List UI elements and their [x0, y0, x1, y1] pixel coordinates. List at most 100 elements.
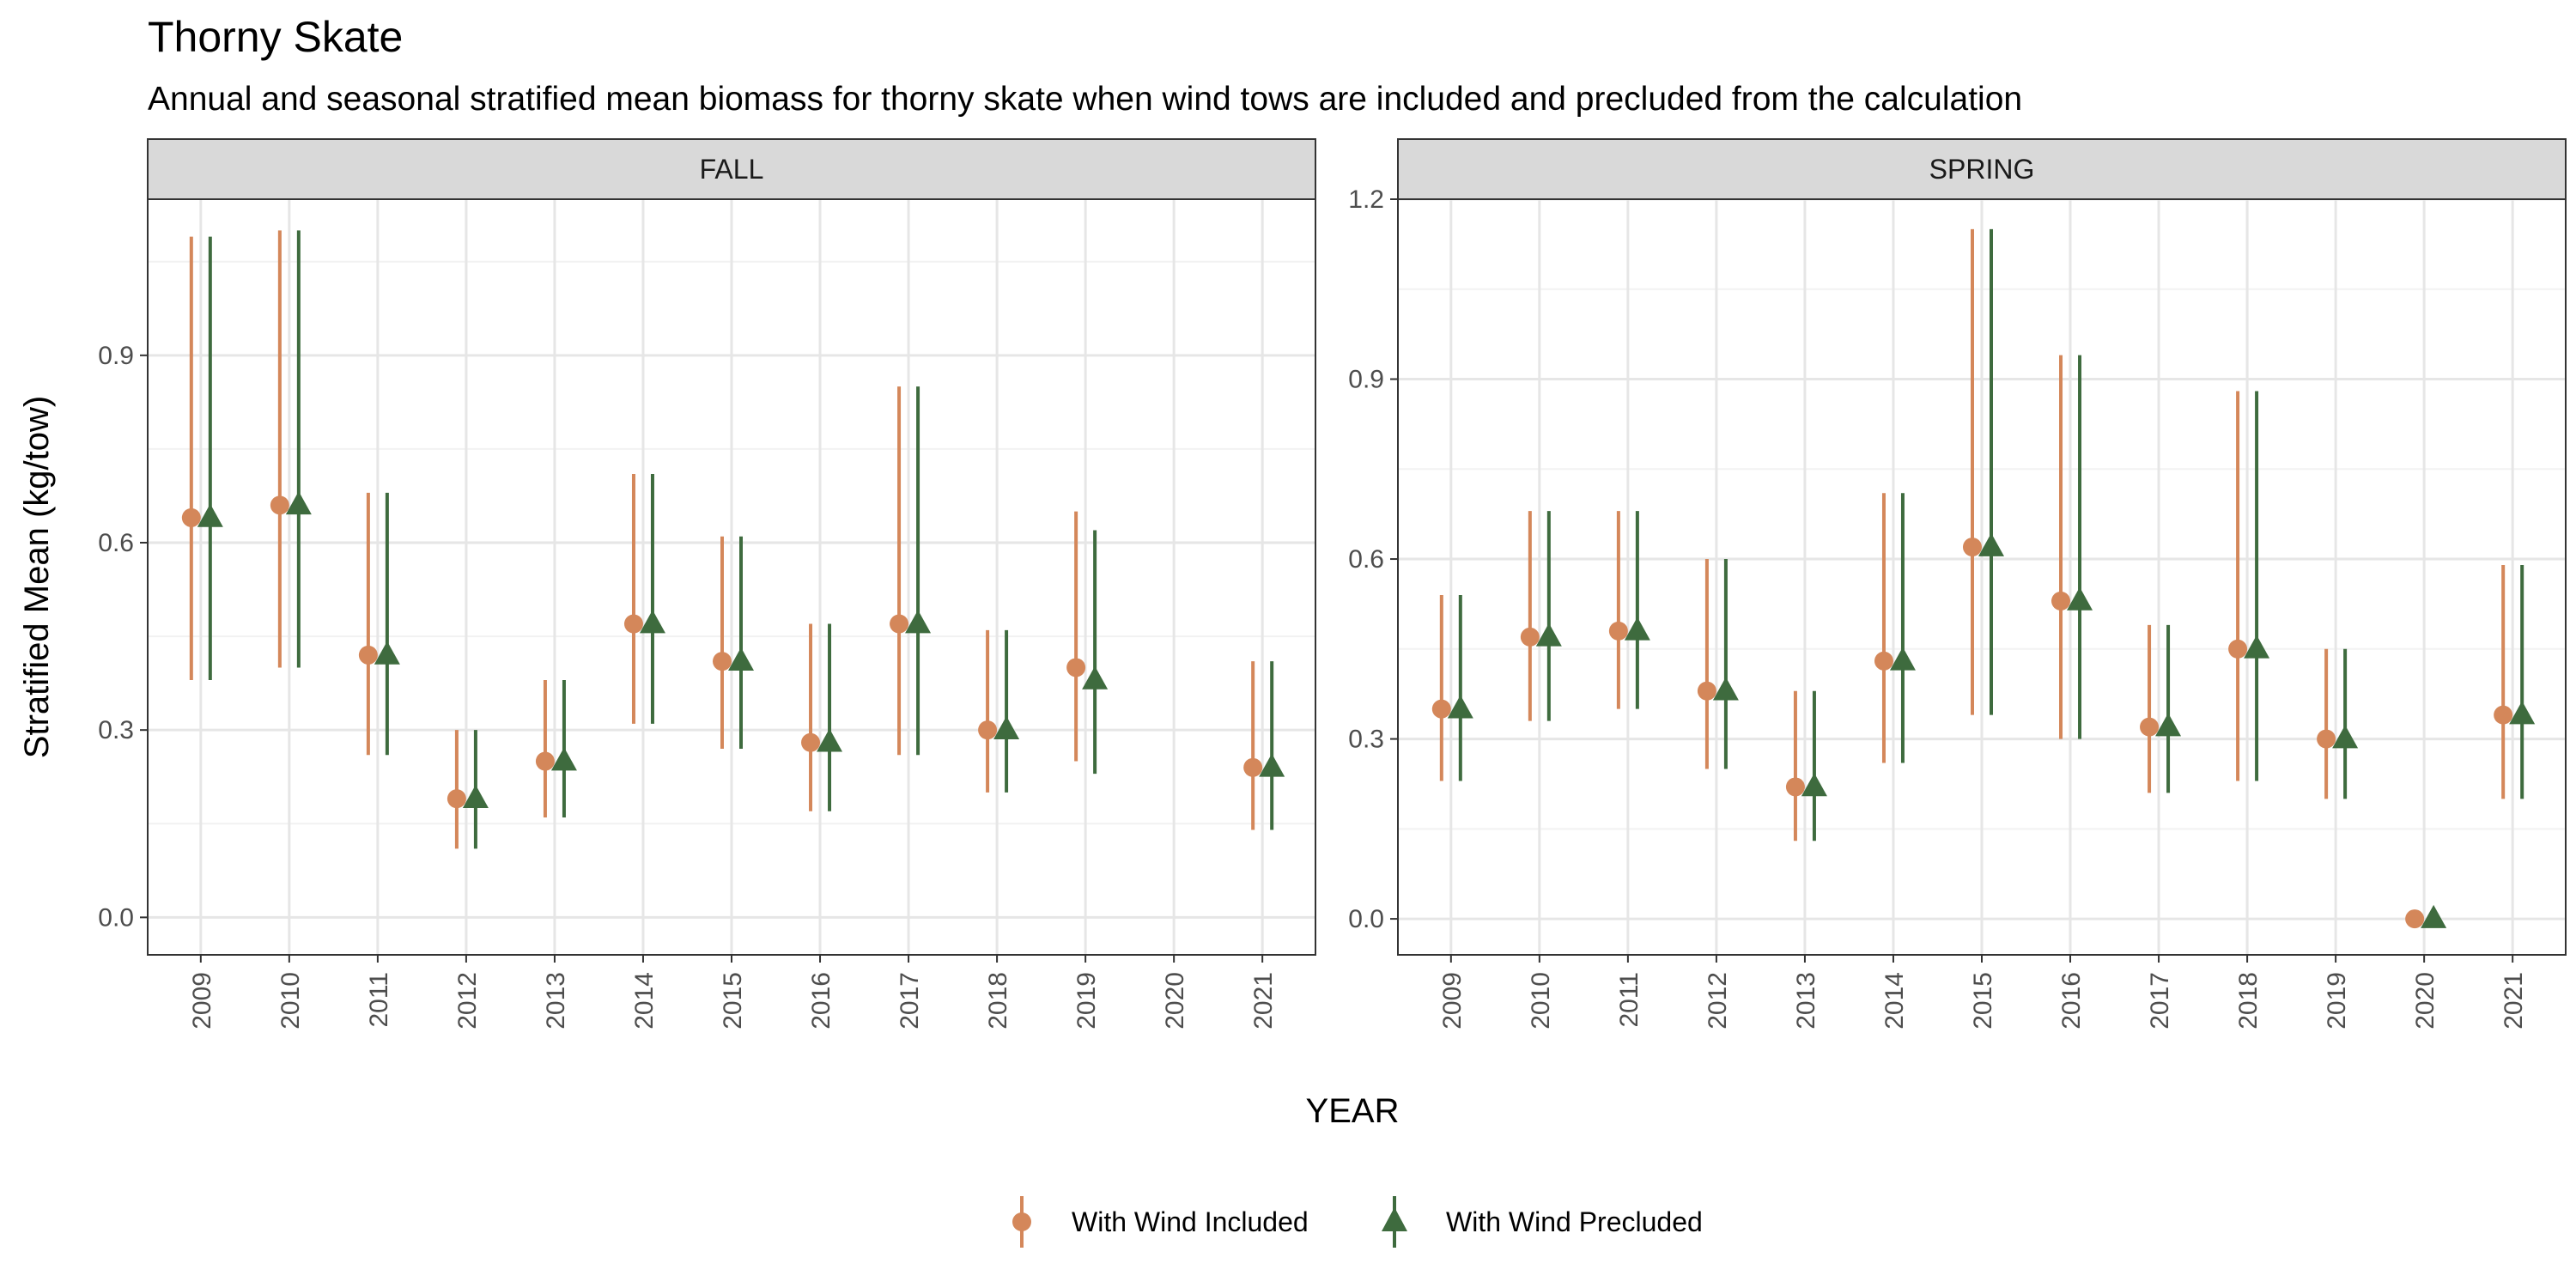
data-point-triangle — [2155, 713, 2182, 737]
x-tick-label: 2015 — [1969, 972, 1997, 1030]
data-point-triangle — [2067, 586, 2093, 611]
data-point-circle — [1066, 658, 1086, 677]
data-point-triangle — [374, 641, 400, 665]
x-tick-label: 2012 — [1704, 972, 1732, 1030]
x-tick-label: 2016 — [807, 972, 835, 1030]
x-axis-title: YEAR — [1306, 1092, 1400, 1130]
data-point-circle — [1608, 621, 1628, 641]
panel-spring: 0.0 0.3 0.6 0.9 1.2 2009 2010 2011 2012 2013 2014 2… — [1348, 138, 2567, 1030]
data-point-triangle — [1624, 617, 1650, 641]
strip-header — [147, 138, 1316, 200]
data-point-circle — [270, 495, 289, 515]
data-point-circle — [1520, 627, 1540, 647]
y-axis-title: Stratified Mean (kg/tow) — [18, 396, 56, 758]
x-tick-label: 2010 — [276, 972, 305, 1030]
y-tick-label: 0.3 — [98, 716, 134, 744]
data-point-triangle — [1801, 773, 1827, 797]
data-point-circle — [623, 614, 643, 634]
x-tick-label: 2018 — [984, 972, 1012, 1030]
y-tick-label: 0.3 — [1348, 726, 1384, 754]
data-point-triangle — [2421, 904, 2447, 928]
strip-label: SPRING — [1929, 154, 2035, 185]
x-tick-label: 2011 — [365, 972, 393, 1028]
data-point-triangle — [817, 728, 843, 752]
x-tick-label: 2010 — [1527, 972, 1555, 1030]
x-tick-label: 2013 — [542, 972, 570, 1030]
legend-item-with-wind-precluded: With Wind Precluded — [1382, 1196, 1703, 1248]
x-tick-label: 2019 — [1072, 972, 1101, 1030]
data-point-triangle — [1447, 695, 1473, 719]
data-point-triangle — [1712, 677, 1739, 701]
x-tick-label: 2009 — [188, 972, 216, 1030]
data-point-circle — [447, 789, 466, 809]
x-tick-label: 2020 — [2411, 972, 2439, 1030]
data-point-circle — [801, 732, 821, 752]
data-point-triangle — [462, 784, 489, 808]
data-point-triangle — [728, 647, 754, 671]
data-point-circle — [2317, 729, 2336, 749]
data-point-triangle — [550, 747, 577, 771]
series-with-wind-included — [1431, 228, 2513, 929]
data-point-circle — [358, 645, 378, 665]
x-tick-label: 2014 — [630, 972, 659, 1030]
data-point-triangle — [905, 610, 932, 634]
data-point-circle — [1243, 757, 1263, 777]
panels-group: 0.0 0.3 0.6 0.9 2009 2010 2011 2012 2013 2014 2015… — [98, 138, 2567, 1030]
x-tick-label: 2016 — [2057, 972, 2086, 1030]
series-with-wind-included — [181, 230, 1263, 849]
data-point-triangle — [197, 503, 223, 527]
y-tick-label: 0.9 — [98, 342, 134, 370]
x-tick-label: 2020 — [1161, 972, 1189, 1030]
strip-label: FALL — [700, 154, 764, 185]
data-point-circle — [1431, 699, 1451, 719]
data-point-triangle — [285, 491, 312, 515]
x-tick-label: 2021 — [1249, 972, 1278, 1030]
data-point-circle — [2140, 717, 2160, 737]
legend-label: With Wind Precluded — [1446, 1206, 1703, 1237]
y-tick-label: 0.9 — [1348, 366, 1384, 394]
data-point-circle — [535, 751, 555, 771]
legend-item-with-wind-included: With Wind Included — [1012, 1196, 1309, 1248]
x-tick-label: 2015 — [719, 972, 747, 1030]
data-point-triangle — [1259, 753, 1285, 777]
data-point-circle — [2228, 639, 2248, 659]
data-point-triangle — [1889, 647, 1916, 671]
y-tick-label: 0.0 — [1348, 905, 1384, 933]
strip-header — [1397, 138, 2567, 200]
x-tick-label: 2021 — [2500, 972, 2528, 1030]
x-tick-label: 2012 — [453, 972, 482, 1030]
data-point-circle — [2494, 705, 2513, 725]
x-tick-label: 2019 — [2323, 972, 2351, 1030]
legend: With Wind Included With Wind Precluded — [1012, 1196, 1703, 1248]
series-with-wind-precluded — [1447, 228, 2536, 928]
data-point-circle — [1785, 777, 1805, 797]
data-point-triangle — [639, 610, 665, 634]
data-point-circle — [1963, 538, 1982, 557]
legend-label: With Wind Included — [1072, 1206, 1309, 1237]
data-point-triangle — [993, 715, 1020, 739]
chart-subtitle: Annual and seasonal stratified mean biom… — [148, 81, 2022, 118]
data-point-triangle — [1082, 665, 1109, 690]
data-point-triangle — [2509, 701, 2536, 725]
y-tick-label: 1.2 — [1348, 185, 1384, 214]
x-tick-label: 2014 — [1880, 972, 1909, 1030]
chart-title: Thorny Skate — [148, 13, 403, 61]
series-with-wind-precluded — [197, 230, 1285, 849]
data-point-triangle — [1535, 623, 1562, 647]
x-tick-label: 2009 — [1438, 972, 1467, 1030]
y-tick-label: 0.6 — [98, 529, 134, 557]
x-tick-label: 2013 — [1792, 972, 1820, 1030]
data-point-triangle — [1978, 532, 2004, 556]
data-point-circle — [1697, 681, 1716, 701]
data-point-triangle — [2244, 635, 2270, 659]
x-tick-label: 2017 — [2146, 972, 2174, 1030]
x-tick-label: 2018 — [2234, 972, 2263, 1030]
data-point-circle — [978, 720, 998, 740]
legend-triangle-icon — [1382, 1207, 1407, 1231]
data-point-circle — [2405, 909, 2425, 929]
y-tick-label: 0.6 — [1348, 545, 1384, 574]
panel-fall: 0.0 0.3 0.6 0.9 2009 2010 2011 2012 2013 2014 2015… — [98, 138, 1316, 1030]
x-tick-label: 2017 — [896, 972, 924, 1030]
x-tick-label: 2011 — [1615, 972, 1643, 1028]
